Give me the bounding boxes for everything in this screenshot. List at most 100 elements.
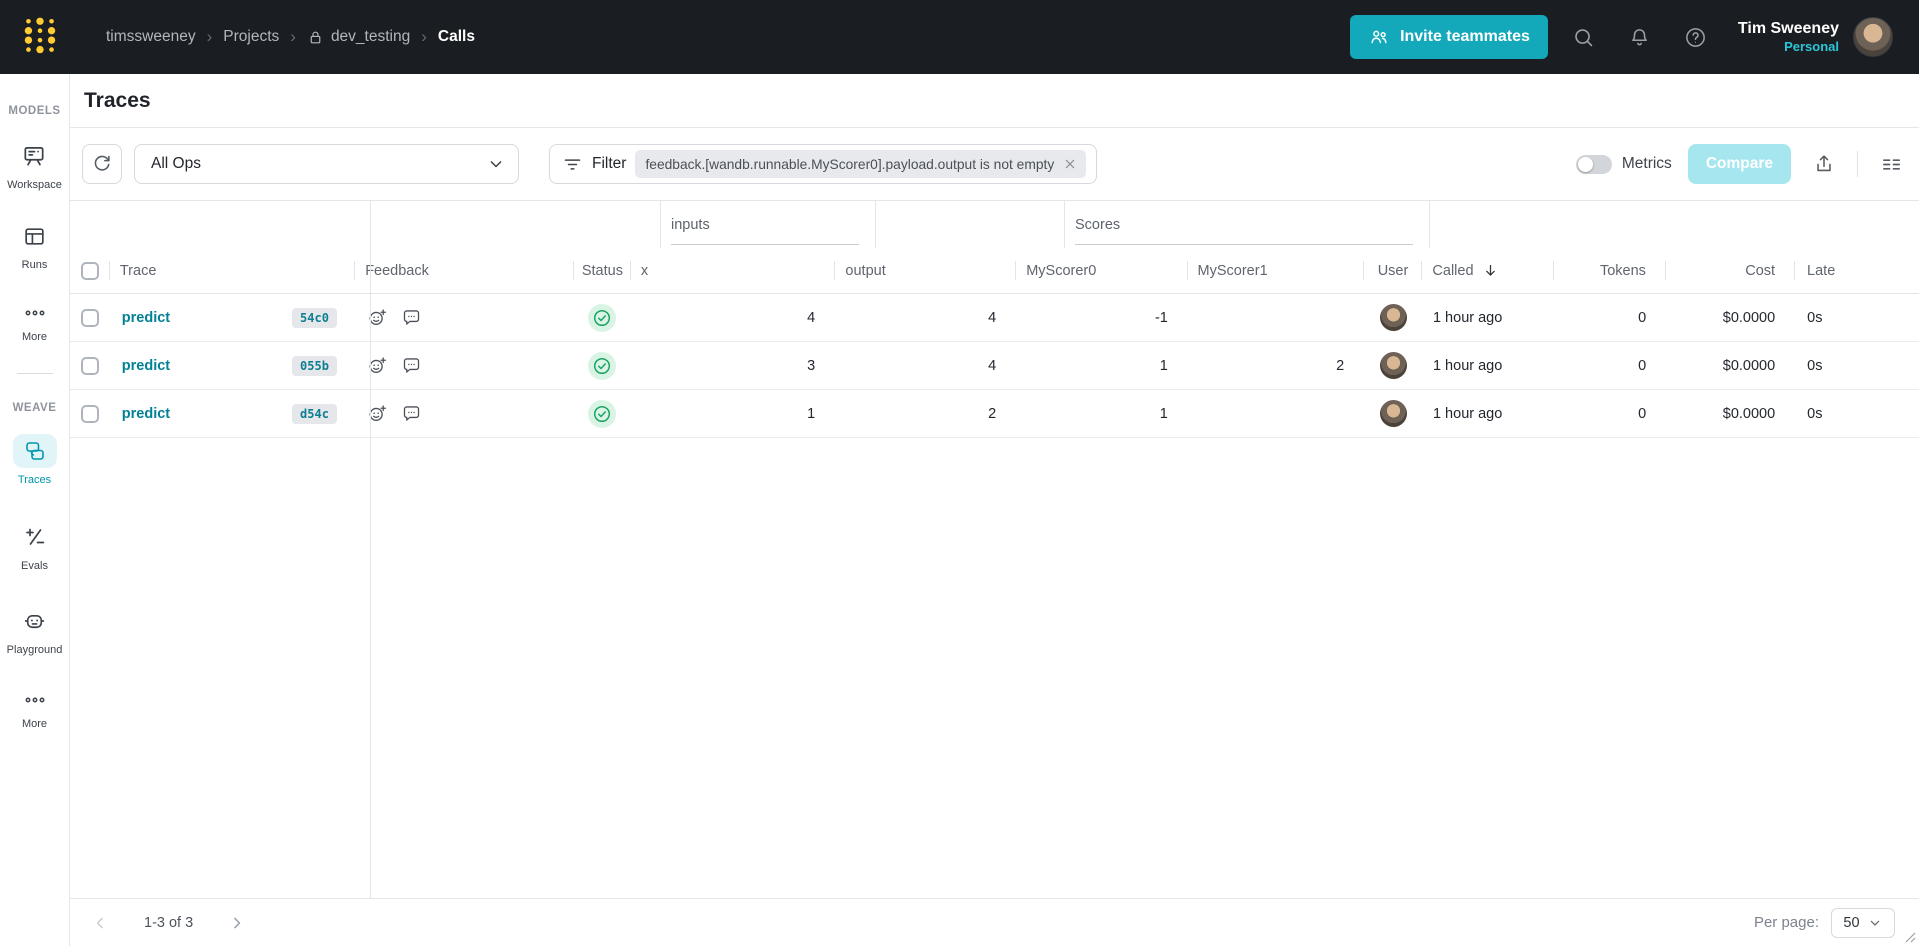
sidebar-item-label: Playground (6, 644, 63, 656)
trace-id-chip[interactable]: 055b (292, 355, 337, 376)
trace-link[interactable]: predict (121, 405, 171, 422)
header-latency[interactable]: Late (1807, 262, 1836, 279)
table-row[interactable]: predict 54c0 (70, 294, 1919, 342)
more-dots-icon (13, 301, 57, 325)
main-content: Traces All Ops (70, 74, 1919, 946)
cell-tokens: 0 (1638, 309, 1647, 326)
sidebar-item-label: Evals (21, 560, 48, 572)
pagination-range: 1-3 of 3 (144, 914, 194, 931)
header-select-all[interactable] (70, 248, 110, 293)
row-checkbox[interactable] (80, 404, 99, 423)
status-success-icon (587, 351, 616, 380)
user-avatar[interactable] (1853, 17, 1893, 57)
header-output[interactable]: output (835, 248, 1017, 293)
select-all-checkbox[interactable] (80, 261, 99, 280)
group-scores-label: Scores (1075, 216, 1121, 233)
trace-link[interactable]: predict (121, 357, 171, 374)
breadcrumb-projects[interactable]: Projects (223, 28, 280, 45)
wandb-logo-icon[interactable] (22, 16, 58, 58)
cell-cost: $0.0000 (1722, 309, 1776, 326)
compare-button[interactable]: Compare (1687, 144, 1791, 184)
ops-filter-select[interactable]: All Ops (134, 144, 519, 184)
per-page-select[interactable]: 50 (1831, 907, 1895, 938)
header-user[interactable]: User (1364, 248, 1423, 293)
more-dots-icon (13, 688, 57, 712)
header-myscorer0[interactable]: MyScorer0 (1016, 248, 1188, 293)
cell-input-x: 1 (807, 405, 816, 422)
sidebar-item-workspace[interactable]: Workspace (7, 139, 62, 191)
sidebar-item-runs[interactable]: Runs (13, 219, 57, 271)
sidebar-divider (16, 373, 53, 374)
row-checkbox[interactable] (80, 356, 99, 375)
close-icon[interactable] (1062, 156, 1078, 172)
trace-id-chip[interactable]: 54c0 (292, 307, 337, 328)
toolbar-right: Metrics Compare (1575, 144, 1903, 184)
breadcrumb-project[interactable]: dev_testing (307, 28, 410, 46)
cell-output: 2 (988, 405, 997, 422)
breadcrumb-entity[interactable]: timssweeney (106, 28, 196, 45)
breadcrumb-page[interactable]: Calls (437, 28, 475, 45)
add-reaction-icon[interactable] (367, 403, 388, 424)
cell-cost: $0.0000 (1722, 405, 1776, 422)
metrics-label: Metrics (1621, 155, 1672, 172)
column-header-row: Trace Feedback Status x output MyScorer0… (70, 248, 1919, 294)
refresh-button[interactable] (82, 144, 122, 184)
table-row[interactable]: predict 055b (70, 342, 1919, 390)
header-called[interactable]: Called (1422, 248, 1555, 293)
metrics-toggle[interactable] (1575, 154, 1612, 174)
navbar-right: Invite teammates (1350, 15, 1893, 59)
top-navbar: timssweeney › Projects › dev_testing › C… (0, 0, 1919, 74)
comment-icon[interactable] (401, 355, 422, 376)
left-sidebar: MODELS Workspace Runs (0, 74, 70, 946)
pagination-footer: 1-3 of 3 Per page: 50 (70, 898, 1919, 946)
cell-input-x: 4 (807, 309, 816, 326)
notifications-bell-icon[interactable] (1628, 25, 1652, 49)
header-tokens[interactable]: Tokens (1554, 248, 1666, 293)
per-page-label: Per page: (1753, 914, 1819, 931)
comment-icon[interactable] (401, 403, 422, 424)
header-called-label: Called (1432, 262, 1474, 279)
table-row[interactable]: predict d54c (70, 390, 1919, 438)
sidebar-item-playground[interactable]: Playground (6, 604, 63, 656)
page-title: Traces (84, 88, 151, 112)
pinned-column-divider[interactable] (370, 201, 371, 898)
cell-called: 1 hour ago (1432, 405, 1503, 422)
sidebar-item-traces[interactable]: Traces (12, 434, 57, 486)
breadcrumb: timssweeney › Projects › dev_testing › C… (106, 27, 475, 47)
trace-link[interactable]: predict (121, 309, 171, 326)
group-gap (875, 201, 1065, 248)
user-avatar (1380, 304, 1408, 331)
cell-output: 4 (988, 357, 997, 374)
sidebar-item-more-weave[interactable]: More (13, 688, 57, 730)
help-icon[interactable] (1684, 25, 1708, 49)
toolbar: All Ops Filter feedback.[wandb.runnable.… (70, 128, 1919, 200)
previous-page-icon[interactable] (86, 909, 114, 937)
filter-bar[interactable]: Filter feedback.[wandb.runnable.MyScorer… (549, 144, 1098, 184)
trace-id-chip[interactable]: d54c (292, 403, 337, 424)
next-page-icon[interactable] (223, 909, 251, 937)
sidebar-item-label: More (21, 718, 48, 730)
search-icon[interactable] (1572, 25, 1596, 49)
header-status[interactable]: Status (574, 248, 631, 293)
status-success-icon (587, 399, 616, 428)
add-people-icon (1368, 26, 1390, 48)
header-trace[interactable]: Trace (110, 248, 356, 293)
user-menu[interactable]: Tim Sweeney Personal (1738, 19, 1839, 55)
per-page-value: 50 (1843, 914, 1860, 931)
header-cost[interactable]: Cost (1666, 248, 1796, 293)
sidebar-item-evals[interactable]: Evals (13, 520, 57, 572)
export-icon[interactable] (1813, 153, 1835, 175)
header-feedback[interactable]: Feedback (355, 248, 574, 293)
row-checkbox[interactable] (80, 308, 99, 327)
group-scores: Scores (1065, 201, 1430, 248)
filter-chip[interactable]: feedback.[wandb.runnable.MyScorer0].payl… (635, 150, 1087, 178)
invite-teammates-button[interactable]: Invite teammates (1350, 15, 1548, 59)
sidebar-item-more-models[interactable]: More (13, 301, 57, 343)
resize-handle-icon[interactable] (1905, 932, 1916, 943)
group-inputs-label: inputs (671, 216, 710, 233)
comment-icon[interactable] (401, 307, 422, 328)
manage-columns-icon[interactable] (1880, 153, 1903, 176)
header-input-x[interactable]: x (631, 248, 836, 293)
header-myscorer1[interactable]: MyScorer1 (1188, 248, 1364, 293)
